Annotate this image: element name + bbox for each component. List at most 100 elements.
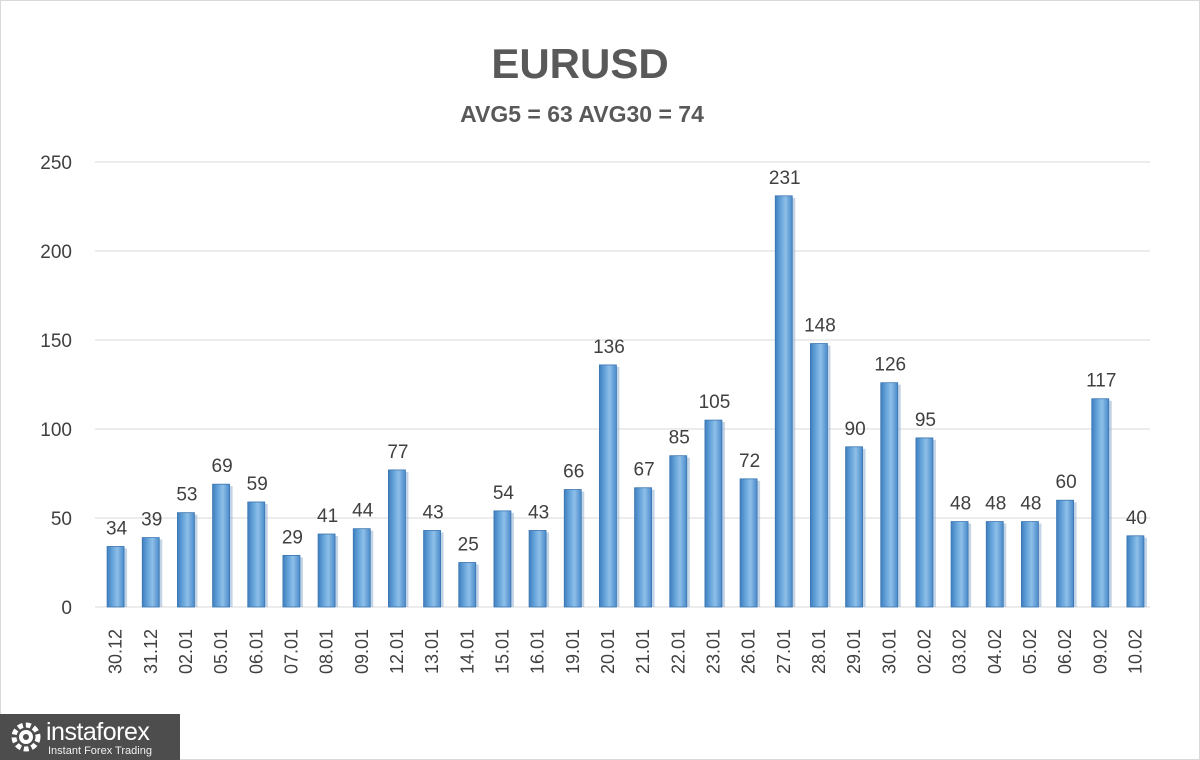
x-tick-label: 02.01: [176, 629, 196, 674]
x-tick-label: 05.01: [211, 629, 231, 674]
data-label: 66: [563, 462, 584, 483]
bar: [704, 419, 723, 608]
chart-title: EURUSD: [491, 40, 668, 87]
x-tick-label: 15.01: [492, 629, 512, 674]
data-label: 44: [352, 501, 374, 522]
data-label: 231: [769, 168, 801, 189]
bar: [352, 528, 371, 608]
x-tick-label: 26.01: [739, 629, 759, 674]
bar: [1126, 535, 1145, 608]
bar: [528, 530, 547, 608]
bar: [915, 437, 934, 608]
x-tick-label: 30.01: [879, 629, 899, 674]
data-label: 69: [212, 456, 233, 477]
data-label: 85: [669, 428, 690, 449]
x-tick-label: 29.01: [844, 629, 864, 674]
gear-logo-icon: [11, 722, 41, 752]
x-tick-label: 03.02: [950, 629, 970, 674]
y-tick-label: 150: [40, 331, 72, 352]
bar: [880, 382, 899, 608]
data-label: 34: [106, 518, 128, 539]
y-axis: 0 50 100 150 200 250: [40, 153, 72, 619]
y-tick-label: 0: [61, 598, 72, 619]
x-tick-label: 16.01: [528, 629, 548, 674]
bar: [106, 546, 125, 608]
data-label: 41: [317, 506, 338, 527]
x-tick-label: 04.02: [985, 629, 1005, 674]
x-tick-label: 27.01: [774, 629, 794, 674]
bar: [493, 510, 512, 608]
x-tick-label: 21.01: [633, 629, 653, 674]
bar: [282, 554, 301, 608]
bar: [563, 489, 582, 608]
data-label: 117: [1086, 371, 1116, 392]
x-tick-label: 14.01: [457, 629, 477, 674]
data-label: 72: [739, 451, 760, 472]
bar: [177, 512, 195, 608]
x-tick-label: 23.01: [703, 629, 723, 674]
data-label: 59: [247, 474, 268, 495]
x-axis: 30.12 31.12 02.01 05.01 06.01 07.01 08.01 09.01…: [106, 629, 1146, 674]
data-label: 95: [915, 410, 936, 431]
data-label: 67: [634, 460, 655, 481]
bar: [141, 537, 160, 608]
x-tick-label: 09.02: [1090, 629, 1110, 674]
y-tick-label: 250: [40, 153, 72, 174]
bar: [950, 521, 969, 608]
bar: [1091, 398, 1110, 608]
bar: [739, 478, 758, 608]
data-label: 53: [176, 485, 197, 506]
bar: [423, 530, 441, 608]
x-tick-label: 20.01: [598, 629, 618, 674]
x-tick-label: 09.01: [352, 629, 372, 674]
data-label: 90: [845, 419, 866, 440]
data-label: 77: [387, 442, 408, 463]
bar: [669, 455, 688, 608]
data-label: 29: [282, 527, 303, 548]
bar: [985, 521, 1004, 608]
data-label: 40: [1126, 508, 1147, 529]
x-tick-label: 22.01: [668, 629, 688, 674]
x-tick-label: 28.01: [809, 629, 829, 674]
data-label: 48: [950, 494, 971, 515]
data-label: 148: [804, 316, 836, 337]
logo-tagline: Instant Forex Trading: [48, 745, 152, 757]
x-tick-label: 08.01: [317, 629, 337, 674]
bar: [1056, 499, 1074, 608]
bar: [458, 562, 477, 608]
x-tick-label: 19.01: [563, 629, 583, 674]
data-label: 43: [528, 502, 549, 523]
bar: [212, 483, 230, 608]
bar: [599, 364, 617, 608]
y-tick-label: 100: [40, 420, 72, 441]
data-label: 48: [985, 494, 1006, 515]
x-tick-label: 13.01: [422, 629, 442, 674]
data-labels: 34 39 53 69 59 29 41 44 77 43 25 54 43 66 136 67 85 105 72…: [106, 168, 1147, 556]
data-label: 60: [1056, 472, 1077, 493]
data-label: 126: [874, 355, 906, 376]
instaforex-logo: instaforex Instant Forex Trading: [0, 714, 180, 760]
bar: [388, 469, 406, 608]
x-tick-label: 07.01: [281, 629, 301, 674]
bar: [634, 487, 652, 608]
data-label: 105: [699, 392, 731, 413]
bar: [317, 533, 336, 608]
bars: [106, 195, 1147, 608]
x-tick-label: 06.02: [1055, 629, 1075, 674]
data-label: 136: [593, 337, 625, 358]
bar: [774, 195, 793, 608]
x-tick-label: 10.02: [1125, 629, 1145, 674]
grid-lines: [95, 161, 1150, 608]
logo-name: instaforex: [46, 718, 150, 746]
bar: [247, 501, 266, 608]
x-tick-label: 02.02: [914, 629, 934, 674]
bar: [845, 446, 863, 608]
data-label: 39: [141, 510, 162, 531]
data-label: 43: [423, 502, 444, 523]
x-tick-label: 30.12: [106, 629, 126, 674]
bar: [1021, 521, 1039, 608]
x-tick-label: 31.12: [141, 629, 161, 674]
x-tick-label: 06.01: [246, 629, 266, 674]
x-tick-label: 05.02: [1020, 629, 1040, 674]
